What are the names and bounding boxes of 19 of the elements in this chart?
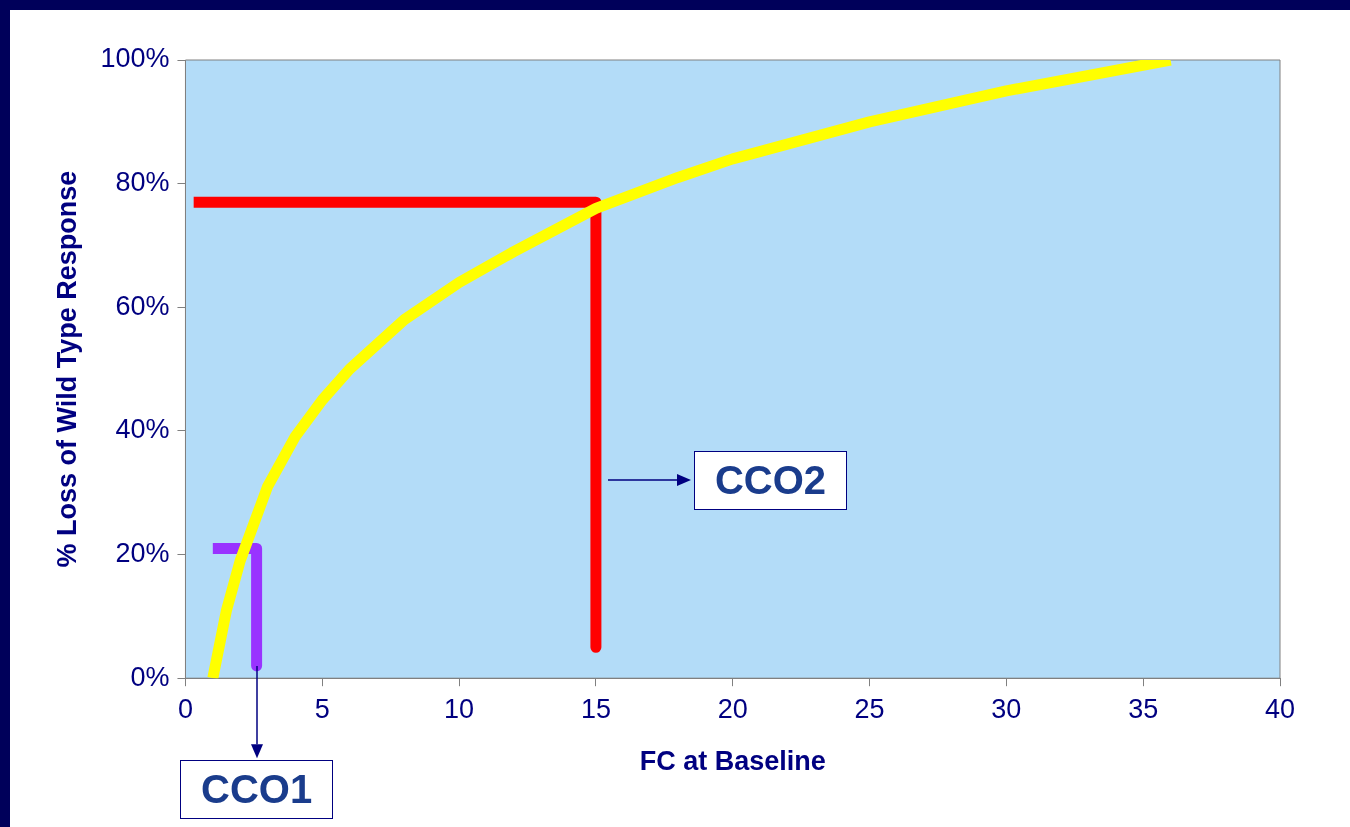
x-tick-label: 25 (854, 693, 885, 724)
y-axis-title: % Loss of Wild Type Response (51, 170, 82, 568)
annotation: CCO2 (693, 450, 848, 510)
y-tick-label: 0% (130, 661, 170, 692)
y-tick-label: 40% (115, 414, 170, 445)
y-tick-label: 80% (115, 167, 170, 198)
x-axis-title: FC at Baseline (639, 746, 826, 777)
x-tick-label: 0 (177, 693, 193, 724)
x-tick-label: 5 (314, 693, 330, 724)
x-tick-label: 40 (1264, 693, 1296, 724)
x-tick-label: 10 (444, 693, 475, 724)
x-tick-label: 30 (991, 693, 1022, 724)
y-tick-label: 100% (100, 43, 170, 74)
annotation: CCO1 (180, 760, 334, 820)
y-tick-label: 20% (115, 538, 170, 569)
x-tick-label: 15 (580, 693, 611, 724)
y-tick-label: 60% (115, 290, 170, 321)
x-tick-label: 35 (1128, 693, 1159, 724)
x-tick-label: 20 (717, 693, 748, 724)
